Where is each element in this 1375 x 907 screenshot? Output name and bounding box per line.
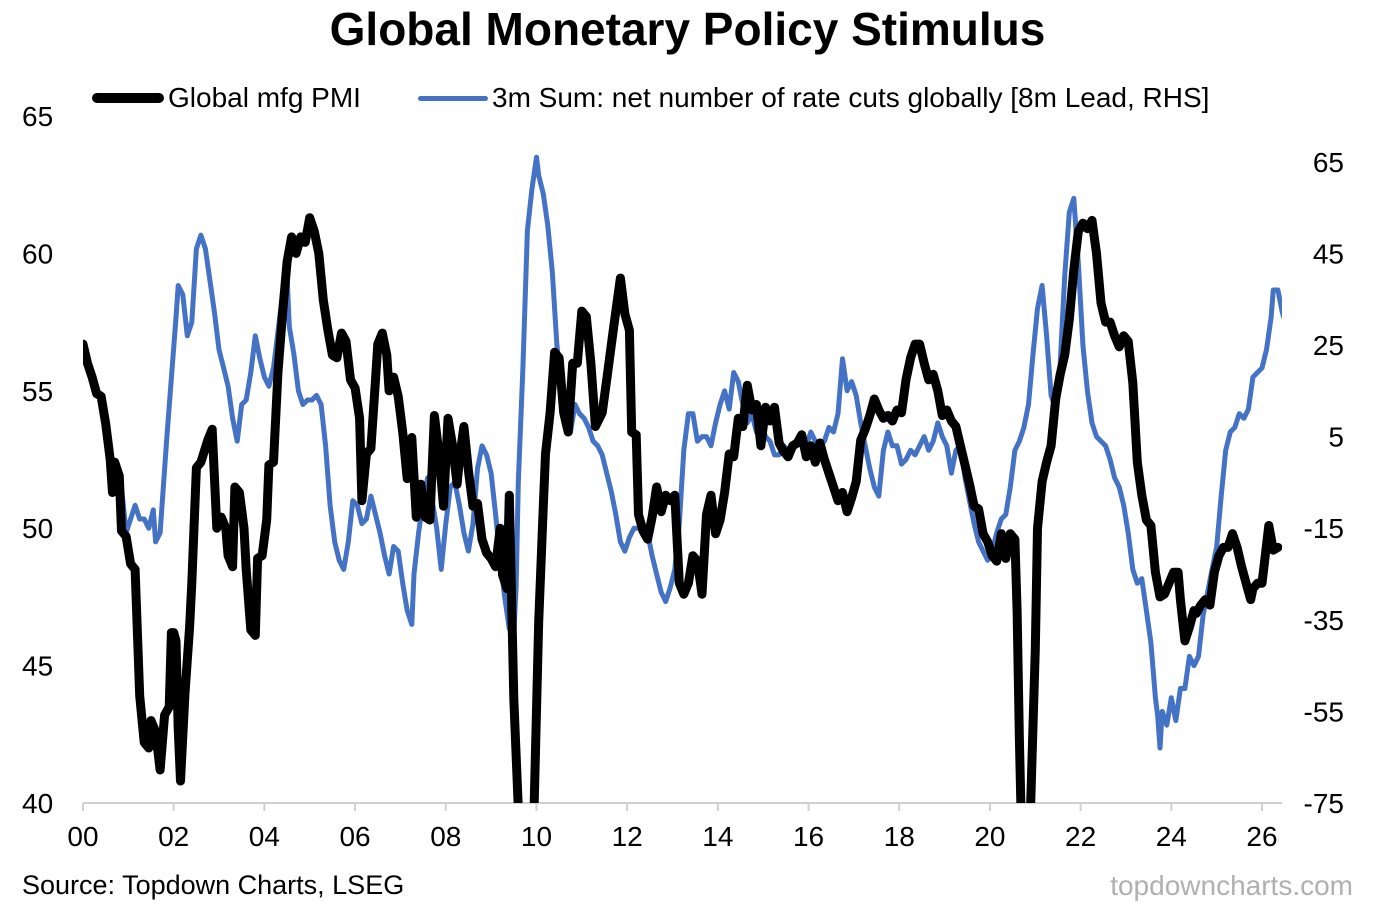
- x-tick-label: 20: [974, 821, 1005, 852]
- chart-title: Global Monetary Policy Stimulus: [329, 3, 1046, 55]
- x-tick-label: 26: [1246, 821, 1277, 852]
- x-tick-label: 18: [884, 821, 915, 852]
- y-right-tick-label: -55: [1304, 696, 1344, 727]
- legend-label-rate-cuts: 3m Sum: net number of rate cuts globally…: [492, 82, 1210, 113]
- y-left-tick-label: 55: [22, 376, 53, 407]
- y-left-tick-label: 45: [22, 651, 53, 682]
- x-tick-label: 12: [612, 821, 643, 852]
- x-tick-label: 06: [339, 821, 370, 852]
- y-left-tick-label: 65: [22, 101, 53, 132]
- y-left-tick-label: 50: [22, 513, 53, 544]
- x-tick-label: 16: [793, 821, 824, 852]
- y-right-tick-label: 65: [1313, 147, 1344, 178]
- legend-item-pmi: Global mfg PMI: [92, 80, 361, 116]
- x-tick-label: 08: [430, 821, 461, 852]
- legend-swatch-rate-cuts: [418, 95, 488, 101]
- y-right-tick-label: -75: [1304, 788, 1344, 819]
- x-tick-label: 00: [67, 821, 98, 852]
- y-left-tick-label: 40: [22, 788, 53, 819]
- y-right-tick-label: 5: [1328, 422, 1344, 453]
- legend-label-pmi: Global mfg PMI: [168, 82, 361, 113]
- y-left-tick-label: 60: [22, 238, 53, 269]
- series-line-pmi: [83, 213, 1282, 803]
- x-tick-label: 22: [1065, 821, 1096, 852]
- y-right-tick-label: 25: [1313, 330, 1344, 361]
- x-tick-label: 14: [702, 821, 733, 852]
- legend-swatch-pmi: [92, 93, 164, 103]
- watermark: topdowncharts.com: [1110, 870, 1353, 901]
- y-right-tick-label: 45: [1313, 238, 1344, 269]
- legend-item-rate-cuts: 3m Sum: net number of rate cuts globally…: [418, 80, 1209, 116]
- x-tick-label: 04: [249, 821, 280, 852]
- series-line-rate-cuts: [110, 154, 1282, 751]
- x-tick-label: 24: [1156, 821, 1187, 852]
- y-right-tick-label: -15: [1304, 513, 1344, 544]
- y-right-tick-label: -35: [1304, 605, 1344, 636]
- x-tick-label: 10: [521, 821, 552, 852]
- x-tick-label: 02: [158, 821, 189, 852]
- source-note: Source: Topdown Charts, LSEG: [22, 870, 405, 900]
